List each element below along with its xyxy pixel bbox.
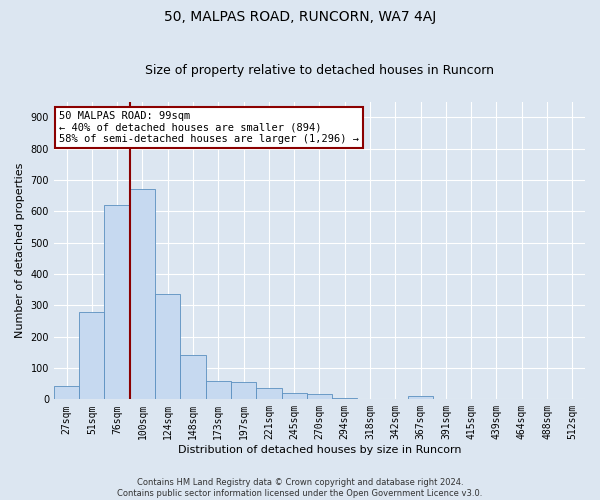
Text: 50, MALPAS ROAD, RUNCORN, WA7 4AJ: 50, MALPAS ROAD, RUNCORN, WA7 4AJ [164,10,436,24]
Bar [408,396,433,400]
Bar [281,393,307,400]
Bar [206,380,231,400]
Text: 50 MALPAS ROAD: 99sqm
← 40% of detached houses are smaller (894)
58% of semi-det: 50 MALPAS ROAD: 99sqm ← 40% of detached … [59,110,359,144]
Bar [54,386,79,400]
Title: Size of property relative to detached houses in Runcorn: Size of property relative to detached ho… [145,64,494,77]
Text: Contains HM Land Registry data © Crown copyright and database right 2024.
Contai: Contains HM Land Registry data © Crown c… [118,478,482,498]
Bar [130,190,155,400]
Bar [231,382,256,400]
Y-axis label: Number of detached properties: Number of detached properties [15,163,25,338]
X-axis label: Distribution of detached houses by size in Runcorn: Distribution of detached houses by size … [178,445,461,455]
Bar [181,356,206,400]
Bar [332,398,358,400]
Bar [256,388,281,400]
Bar [307,394,332,400]
Bar [79,312,104,400]
Bar [155,294,181,400]
Bar [104,205,130,400]
